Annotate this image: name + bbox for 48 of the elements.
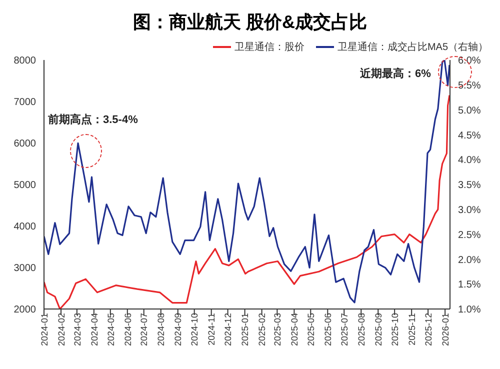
y-tick-label: 4000 — [14, 222, 36, 233]
x-tick-label: 2025-11 — [406, 313, 417, 346]
x-tick-label: 2025-06 — [323, 313, 334, 346]
x-tick-label: 2025-05 — [306, 313, 316, 346]
x-tick-label: 2024-02 — [56, 313, 66, 346]
y-tick-label: 3000 — [14, 263, 36, 274]
x-tick-label: 2025-12 — [423, 313, 434, 346]
x-tick-label: 2025-09 — [374, 313, 384, 346]
x-tick-label: 2025-03 — [272, 313, 283, 346]
x-tick-label: 2024-04 — [89, 313, 100, 346]
annotation: 前期高点：3.5-4% — [48, 112, 138, 127]
y2-tick-label: 3.5% — [458, 180, 481, 192]
y2-tick-label: 4.0% — [458, 155, 481, 166]
y-tick-label: 6000 — [14, 138, 36, 150]
y2-tick-label: 5.5% — [458, 80, 481, 92]
x-tick-label: 2025-02 — [257, 313, 268, 346]
x-tick-label: 2024-01 — [39, 313, 50, 346]
x-tick-label: 2024-11 — [206, 313, 217, 346]
y2-tick-label: 4.5% — [458, 130, 481, 142]
y-tick-label: 2000 — [14, 304, 36, 316]
x-tick-label: 2024-12 — [223, 313, 234, 346]
x-tick-label: 2024-03 — [72, 313, 82, 346]
y2-tick-label: 5.0% — [458, 105, 481, 116]
x-tick-label: 2024-08 — [156, 313, 166, 346]
y-tick-label: 5000 — [14, 180, 36, 192]
x-tick-label: 2024-05 — [106, 313, 116, 346]
y2-tick-label: 6.0% — [458, 56, 481, 67]
y-tick-label: 7000 — [14, 97, 36, 108]
x-tick-label: 2024-07 — [139, 313, 150, 346]
x-tick-label: 2025-01 — [240, 313, 250, 346]
legend-label: 卫星通信：股价 — [234, 40, 304, 54]
chart-title: 图：商业航天 股价&成交占比 — [132, 11, 368, 34]
x-tick-label: 2026-01 — [440, 313, 450, 346]
annotation: 近期最高：6% — [360, 66, 431, 81]
y2-tick-label: 2.5% — [458, 230, 481, 241]
x-tick-label: 2025-08 — [356, 313, 367, 346]
y2-tick-label: 1.0% — [458, 304, 481, 316]
x-tick-label: 2024-09 — [173, 313, 184, 346]
legend-label: 卫星通信：成交占比MA5（右轴） — [337, 40, 488, 54]
y-tick-label: 8000 — [14, 56, 36, 67]
y2-tick-label: 2.0% — [458, 254, 481, 266]
y2-tick-label: 1.5% — [458, 280, 481, 291]
x-tick-label: 2024-06 — [122, 313, 133, 346]
x-tick-label: 2024-10 — [190, 313, 200, 346]
x-tick-label: 2025-07 — [340, 313, 350, 346]
y2-tick-label: 3.0% — [458, 204, 481, 216]
x-tick-label: 2025-04 — [290, 313, 300, 346]
x-tick-label: 2025-10 — [390, 313, 400, 346]
